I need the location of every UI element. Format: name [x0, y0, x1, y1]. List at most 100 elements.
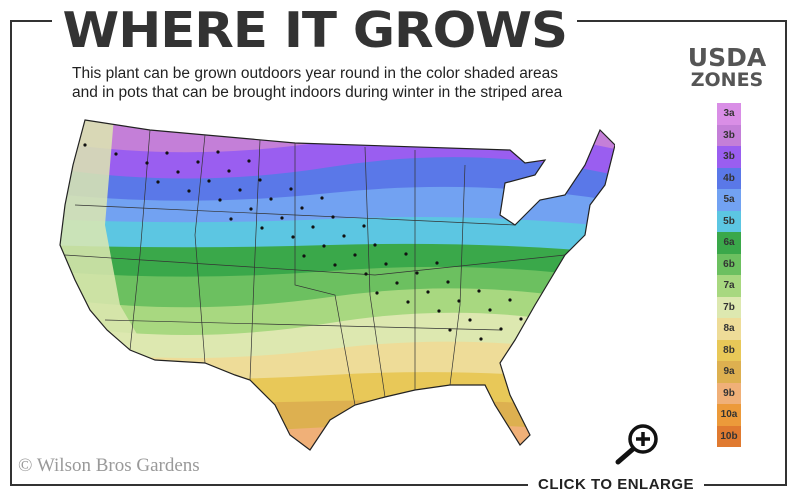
subtitle-line-1: This plant can be grown outdoors year ro… [72, 65, 558, 82]
city-dot [165, 151, 169, 155]
subtitle: This plant can be grown outdoors year ro… [72, 64, 562, 102]
city-dot [311, 225, 315, 229]
city-dot [185, 391, 189, 395]
city-dot [302, 254, 306, 258]
us-outline [59, 119, 615, 451]
city-dot [353, 253, 357, 257]
city-dot [479, 337, 483, 341]
city-dot [426, 290, 430, 294]
city-dot [289, 187, 293, 191]
city-dot [112, 354, 116, 358]
city-dot [269, 197, 273, 201]
city-dot [247, 159, 251, 163]
legend-zone-8b: 8b [717, 339, 741, 361]
city-dot [83, 143, 87, 147]
city-dot [92, 364, 96, 368]
legend-zone-10b: 10b [717, 425, 741, 447]
city-dot [196, 160, 200, 164]
city-dot [530, 336, 534, 340]
city-dot [395, 281, 399, 285]
city-dot [322, 244, 326, 248]
city-dot [362, 224, 366, 228]
city-dot [446, 280, 450, 284]
city-dot [187, 189, 191, 193]
legend-zone-5b: 5b [717, 210, 741, 232]
city-dot [406, 300, 410, 304]
city-dot [154, 382, 158, 386]
legend-zone-7b: 7b [717, 296, 741, 318]
legend-zone-6b: 6b [717, 253, 741, 275]
city-dot [541, 355, 545, 359]
legend-zone-5a: 5a [717, 189, 741, 211]
city-dot [280, 216, 284, 220]
legend-title-line-2: ZONES [690, 69, 764, 91]
legend-zone-9b: 9b [717, 382, 741, 404]
magnifier-plus-icon[interactable] [612, 422, 662, 466]
city-dot [176, 170, 180, 174]
city-dot [448, 328, 452, 332]
legend-zone-3b: 3b [717, 124, 741, 146]
city-dot [435, 261, 439, 265]
city-dot [227, 169, 231, 173]
city-dot [437, 309, 441, 313]
city-dot [101, 335, 105, 339]
city-dot [550, 326, 554, 330]
city-dot [229, 217, 233, 221]
city-dot [521, 365, 525, 369]
city-dot [415, 271, 419, 275]
subtitle-line-2: and in pots that can be brought indoors … [72, 84, 563, 101]
city-dot [218, 198, 222, 202]
legend-zone-7a: 7a [717, 275, 741, 297]
city-dot [238, 188, 242, 192]
city-dot [207, 179, 211, 183]
city-dot [364, 272, 368, 276]
city-dot [373, 243, 377, 247]
city-dot [291, 235, 295, 239]
city-dot [552, 374, 556, 378]
city-dot [300, 206, 304, 210]
city-dot [404, 252, 408, 256]
city-dot [508, 298, 512, 302]
legend-zone-8a: 8a [717, 318, 741, 340]
city-dot [103, 383, 107, 387]
city-dot [561, 345, 565, 349]
city-dot [468, 318, 472, 322]
city-dot [260, 226, 264, 230]
city-dot [384, 262, 388, 266]
city-dot [499, 327, 503, 331]
city-dot [145, 161, 149, 165]
city-dot [249, 207, 253, 211]
legend-zone-3b: 3b [717, 146, 741, 168]
city-dot [375, 291, 379, 295]
city-dot [320, 196, 324, 200]
legend-title-line-1: USDA [687, 43, 767, 72]
city-dot [134, 392, 138, 396]
city-dot [333, 263, 337, 267]
zone-band [60, 400, 615, 450]
city-dot [156, 180, 160, 184]
page-title: WHERE IT GROWS [52, 0, 578, 62]
city-dot [457, 299, 461, 303]
watermark: © Wilson Bros Gardens [18, 455, 200, 476]
legend-title: USDA ZONES [681, 43, 773, 91]
city-dot [258, 178, 262, 182]
city-dot [477, 289, 481, 293]
city-dot [331, 215, 335, 219]
city-dot [123, 373, 127, 377]
city-dot [143, 363, 147, 367]
city-dot [488, 308, 492, 312]
legend-zone-9a: 9a [717, 361, 741, 383]
click-to-enlarge-button[interactable]: CLICK TO ENLARGE [528, 474, 705, 496]
zone-legend: 3a 3b 3b 4b 5a 5b 6a 6b 7a 7b 8a 8b 9a 9b 10a 10b [717, 103, 741, 447]
legend-zone-6a: 6a [717, 232, 741, 254]
city-dot [342, 234, 346, 238]
city-dot [519, 317, 523, 321]
legend-zone-4b: 4b [717, 167, 741, 189]
legend-zone-3a: 3a [717, 103, 741, 125]
state-borders [64, 129, 566, 406]
city-dot [174, 372, 178, 376]
us-zone-map[interactable] [45, 105, 615, 465]
city-dot [216, 150, 220, 154]
legend-zone-10a: 10a [717, 404, 741, 426]
city-dot [114, 152, 118, 156]
